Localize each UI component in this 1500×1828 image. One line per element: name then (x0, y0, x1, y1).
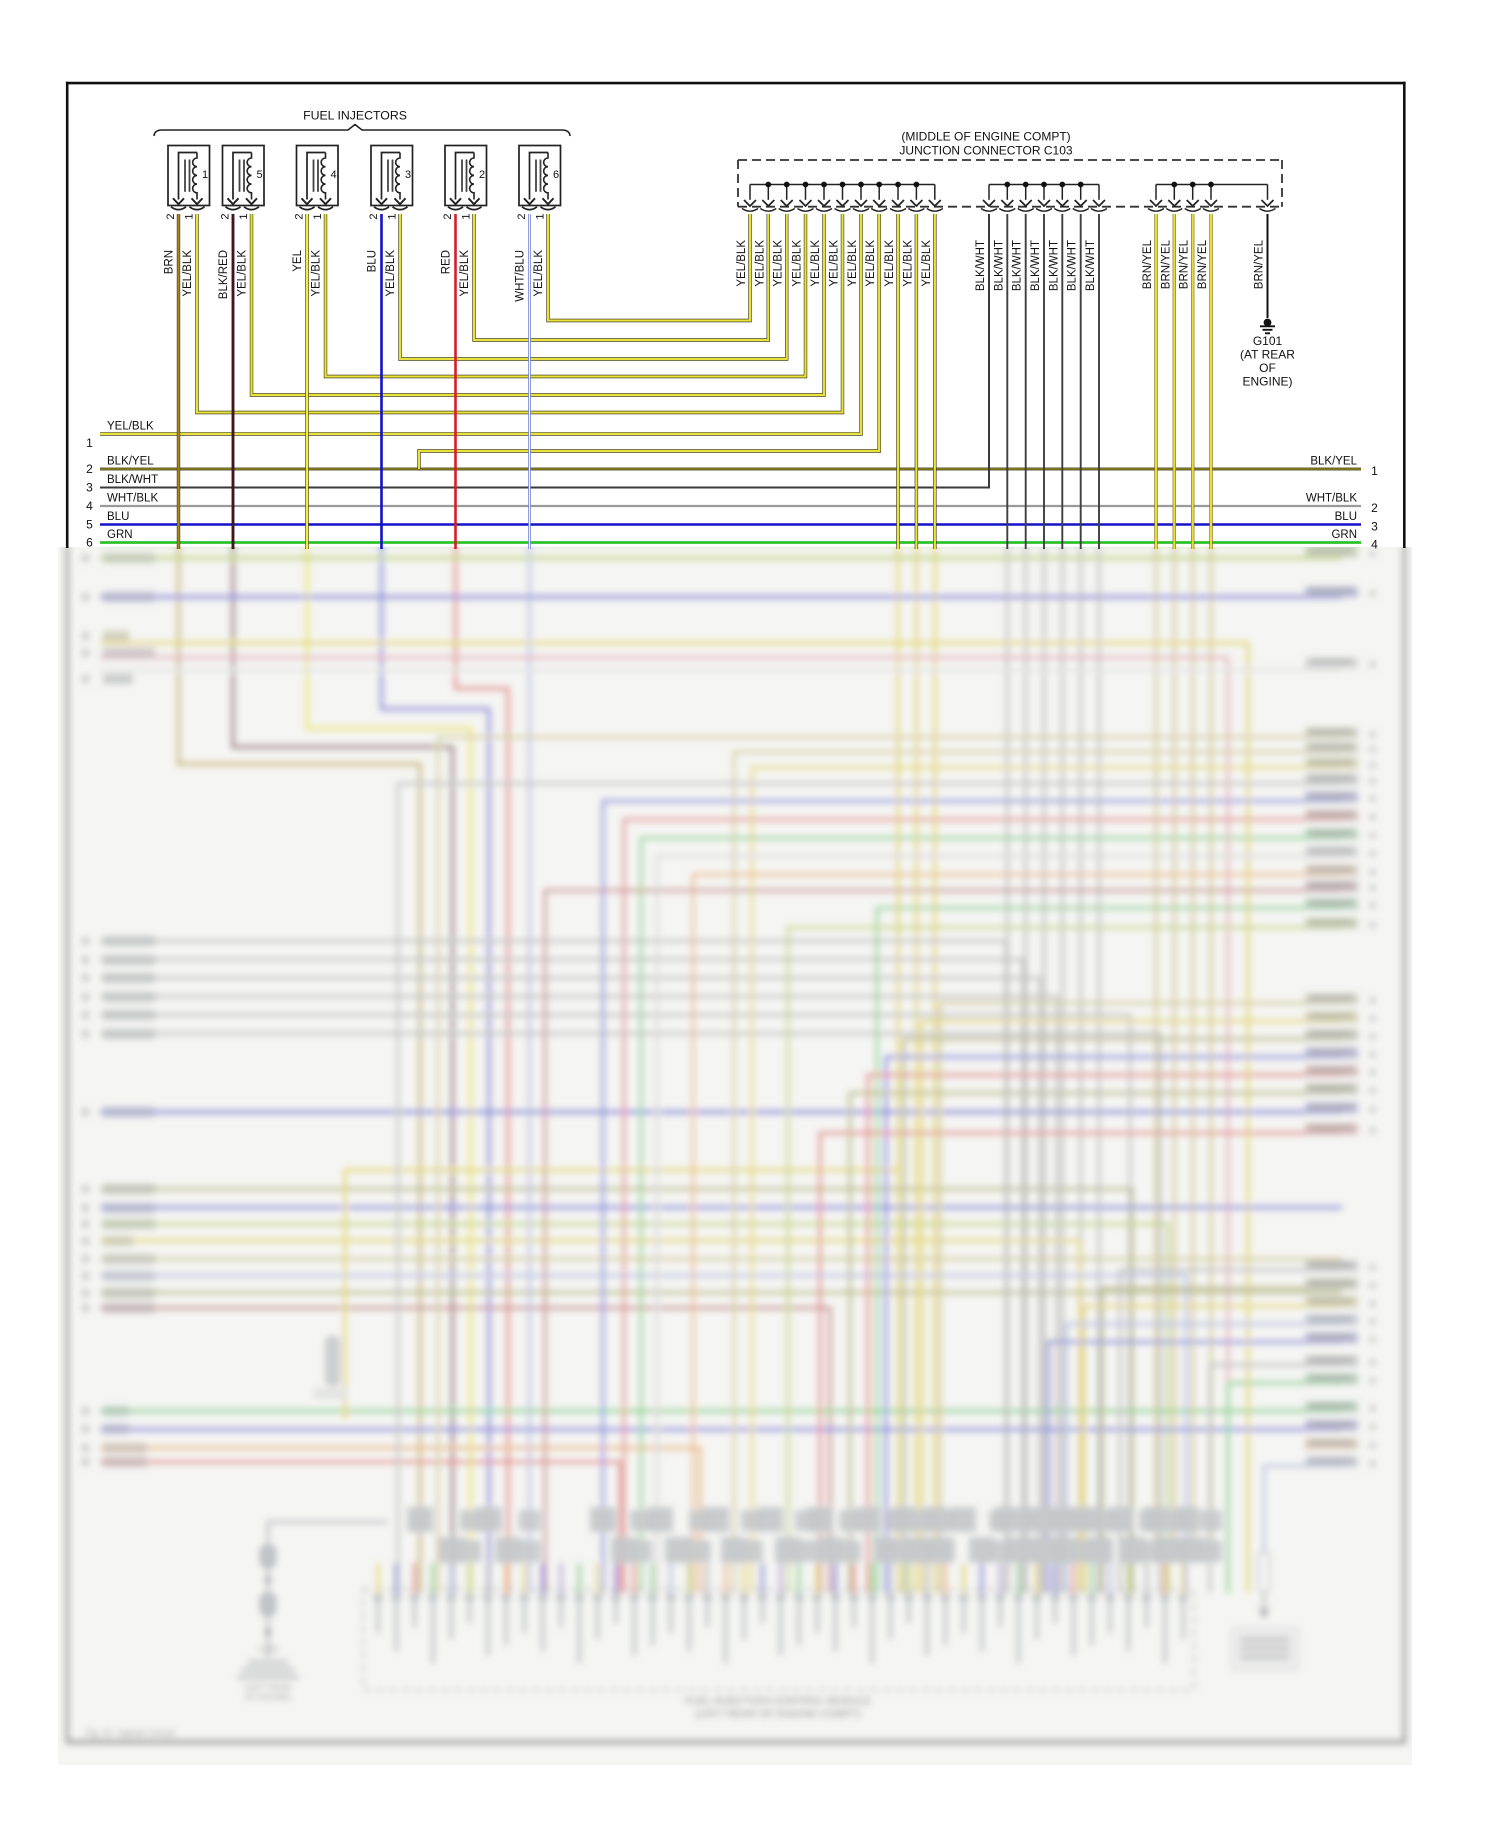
svg-text:YEL/BLK: YEL/BLK (773, 240, 785, 287)
svg-text:YEL/BLK: YEL/BLK (921, 240, 933, 287)
svg-text:G101: G101 (1253, 334, 1283, 348)
svg-text:BLK/WHT: BLK/WHT (1085, 240, 1097, 291)
svg-text:4: 4 (86, 499, 93, 513)
svg-text:RED: RED (441, 250, 453, 274)
svg-text:3: 3 (86, 481, 93, 495)
svg-text:BLK/WHT: BLK/WHT (993, 240, 1005, 291)
svg-text:YEL/BLK: YEL/BLK (459, 250, 471, 297)
svg-text:BLK/WHT: BLK/WHT (1012, 240, 1024, 291)
svg-text:YEL/BLK: YEL/BLK (533, 250, 545, 297)
svg-text:1: 1 (184, 214, 196, 220)
svg-text:1: 1 (312, 214, 324, 220)
svg-text:OF ENGINE): OF ENGINE) (245, 1693, 292, 1702)
svg-text:YEL/BLK: YEL/BLK (902, 240, 914, 287)
svg-text:5: 5 (86, 518, 93, 532)
svg-text:BLU: BLU (107, 511, 129, 523)
svg-text:YEL/BLK: YEL/BLK (847, 240, 859, 287)
svg-text:2: 2 (442, 214, 454, 220)
svg-text:GRN: GRN (1331, 529, 1357, 541)
svg-text:6: 6 (553, 169, 559, 181)
svg-text:4: 4 (1371, 538, 1378, 552)
svg-text:BLU: BLU (1335, 511, 1357, 523)
svg-text:1: 1 (238, 214, 250, 220)
svg-text:FUEL INJECTORS: FUEL INJECTORS (303, 109, 407, 123)
svg-text:YEL/BLK: YEL/BLK (237, 250, 249, 297)
svg-text:BLK/WHT: BLK/WHT (1067, 240, 1079, 291)
svg-text:2: 2 (165, 214, 177, 220)
svg-text:YEL/BLK: YEL/BLK (311, 250, 323, 297)
svg-text:BLK/WHT: BLK/WHT (1030, 240, 1042, 291)
svg-text:YEL/BLK: YEL/BLK (754, 240, 766, 287)
svg-text:2: 2 (86, 462, 93, 476)
svg-text:(AT REAR: (AT REAR (1240, 348, 1295, 362)
svg-text:BRN/YEL: BRN/YEL (1254, 239, 1266, 289)
svg-text:WHT/BLU: WHT/BLU (515, 250, 527, 302)
svg-text:1: 1 (202, 169, 208, 181)
svg-text:WHT/BLK: WHT/BLK (1306, 493, 1357, 505)
svg-text:YEL/BLK: YEL/BLK (182, 250, 194, 297)
svg-text:1: 1 (461, 214, 473, 220)
svg-text:YEL/BLK: YEL/BLK (792, 240, 804, 287)
svg-text:(LEFT REAR: (LEFT REAR (245, 1683, 292, 1692)
svg-text:YEL/BLK: YEL/BLK (107, 420, 154, 432)
svg-text:BRN/YEL: BRN/YEL (1142, 239, 1154, 289)
svg-text:FUEL INJECTION CONTROL MODULE: FUEL INJECTION CONTROL MODULE (685, 1695, 872, 1707)
svg-text:3: 3 (405, 169, 411, 181)
svg-text:G102: G102 (258, 1644, 279, 1654)
svg-text:2: 2 (220, 214, 232, 220)
svg-text:2: 2 (516, 214, 528, 220)
svg-text:(MIDDLE OF ENGINE COMPT): (MIDDLE OF ENGINE COMPT) (901, 130, 1070, 144)
svg-text:WHT/BLK: WHT/BLK (107, 493, 158, 505)
svg-text:YEL/BLK: YEL/BLK (884, 240, 896, 287)
svg-text:GRN: GRN (107, 529, 133, 541)
svg-text:YEL/BLK: YEL/BLK (810, 240, 822, 287)
svg-text:1: 1 (86, 436, 93, 450)
svg-text:BLK/YEL: BLK/YEL (107, 456, 154, 468)
svg-text:2: 2 (1371, 501, 1378, 515)
svg-text:(LEFT REAR OF ENGINE COMPT): (LEFT REAR OF ENGINE COMPT) (695, 1708, 861, 1720)
svg-text:5: 5 (257, 169, 263, 181)
svg-text:2: 2 (368, 214, 380, 220)
svg-text:ENGINE): ENGINE) (1242, 375, 1292, 389)
svg-text:YEL/BLK: YEL/BLK (736, 240, 748, 287)
svg-text:2: 2 (479, 169, 485, 181)
svg-text:BRN/YEL: BRN/YEL (1179, 239, 1191, 289)
svg-text:3: 3 (1371, 520, 1378, 534)
svg-text:YEL: YEL (292, 249, 304, 271)
svg-text:BRN/YEL: BRN/YEL (1160, 239, 1172, 289)
svg-text:YEL/BLK: YEL/BLK (829, 240, 841, 287)
svg-text:Fig. 21: Injector Circuit: Fig. 21: Injector Circuit (85, 1728, 176, 1738)
svg-text:BRN/YEL: BRN/YEL (1197, 239, 1209, 289)
svg-text:4: 4 (331, 169, 337, 181)
svg-text:6: 6 (86, 536, 93, 550)
svg-text:BRN: BRN (164, 250, 176, 274)
svg-text:BLK/YEL: BLK/YEL (1310, 456, 1357, 468)
svg-text:BLK/RED: BLK/RED (218, 250, 230, 299)
svg-text:YEL/BLK: YEL/BLK (865, 240, 877, 287)
svg-text:1: 1 (535, 214, 547, 220)
svg-text:OF: OF (1259, 361, 1276, 375)
svg-text:JUNCTION CONNECTOR C103: JUNCTION CONNECTOR C103 (899, 144, 1072, 158)
svg-text:1: 1 (387, 214, 399, 220)
svg-text:2: 2 (294, 214, 306, 220)
svg-text:1: 1 (1371, 464, 1378, 478)
svg-text:BLU: BLU (367, 250, 379, 272)
svg-text:BLK/WHT: BLK/WHT (107, 474, 158, 486)
svg-text:BLK/WHT: BLK/WHT (975, 240, 987, 291)
svg-text:YEL/BLK: YEL/BLK (385, 250, 397, 297)
svg-text:BLK/WHT: BLK/WHT (1048, 240, 1060, 291)
